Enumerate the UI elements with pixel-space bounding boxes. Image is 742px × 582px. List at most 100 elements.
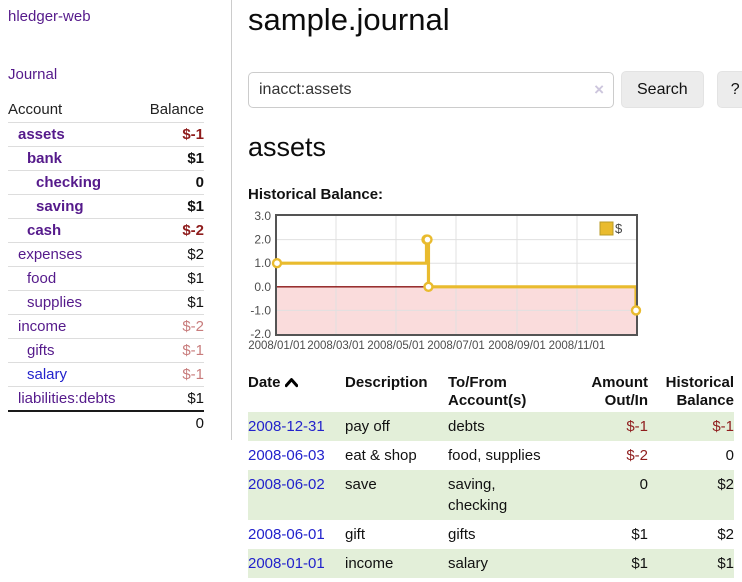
- account-balance: $-2: [182, 221, 204, 239]
- account-link-expenses[interactable]: expenses: [18, 245, 83, 263]
- svg-text:2008/07/01: 2008/07/01: [427, 340, 485, 352]
- transaction-date-link[interactable]: 2008-12-31: [248, 418, 325, 435]
- account-balance: $1: [187, 269, 204, 287]
- historical-balance-chart[interactable]: $3.0 2.0 1.0 0.0 -1.0 -2.0 2008/01/01 2008/03/0…: [248, 209, 648, 359]
- transaction-amount: $1: [631, 526, 648, 543]
- account-balance: $1: [187, 149, 204, 167]
- page-title: sample.journal: [248, 2, 450, 37]
- svg-text:-1.0: -1.0: [250, 303, 271, 317]
- account-link-income[interactable]: income: [18, 317, 67, 335]
- account-balance: $-1: [182, 125, 204, 143]
- accounts-table: Account Balance assets $-1 bank $1 check…: [8, 98, 204, 435]
- transaction-description: income: [345, 555, 394, 572]
- account-row: checking 0: [8, 170, 204, 194]
- amount-header: Amount Out/In: [591, 374, 648, 409]
- transaction-amount: $-2: [626, 447, 648, 464]
- help-button[interactable]: ?: [716, 71, 742, 108]
- account-link-salary[interactable]: salary: [27, 365, 68, 383]
- account-row: cash $-2: [8, 218, 204, 242]
- register-row[interactable]: 2008-06-02 save saving, checking 0 $2: [248, 470, 734, 520]
- transaction-description: save: [345, 476, 377, 493]
- transaction-amount: 0: [639, 476, 648, 493]
- account-balance: $1: [187, 293, 204, 311]
- sort-caret-up-icon: [284, 375, 298, 393]
- transaction-accounts: gifts: [448, 526, 476, 543]
- account-balance: $2: [187, 245, 204, 263]
- transaction-description: gift: [345, 526, 366, 543]
- account-balance: $-1: [182, 341, 204, 359]
- register-row[interactable]: 2008-12-31 pay off debts $-1 $-1: [248, 412, 734, 441]
- search-input[interactable]: [248, 71, 614, 108]
- svg-text:2008/11/01: 2008/11/01: [549, 340, 606, 352]
- account-row: liabilities:debts $1: [8, 386, 204, 411]
- transaction-description: pay off: [345, 418, 390, 435]
- accounts-total-balance: 0: [195, 414, 204, 432]
- transaction-amount: $1: [631, 555, 648, 572]
- account-row: gifts $-1: [8, 338, 204, 362]
- register-table: Date Description To/From Account(s) Amou…: [248, 372, 734, 578]
- svg-text:1.0: 1.0: [254, 256, 271, 270]
- register-header-row: Date Description To/From Account(s) Amou…: [248, 372, 734, 412]
- description-header: Description: [345, 374, 428, 391]
- main-content: sample.journal × Search ? assets Histori…: [232, 0, 742, 578]
- account-row: assets $-1: [8, 122, 204, 146]
- transaction-balance: $2: [717, 526, 734, 543]
- svg-text:2.0: 2.0: [254, 233, 271, 247]
- svg-text:2008/05/01: 2008/05/01: [367, 340, 425, 352]
- register-row[interactable]: 2008-01-01 income salary $1 $1: [248, 549, 734, 578]
- app-title-link[interactable]: hledger-web: [8, 8, 91, 25]
- transaction-balance: $2: [717, 476, 734, 493]
- account-link-assets[interactable]: assets: [18, 125, 65, 143]
- chart-title: Historical Balance:: [248, 186, 384, 203]
- register-row[interactable]: 2008-06-01 gift gifts $1 $2: [248, 520, 734, 549]
- svg-text:3.0: 3.0: [254, 209, 271, 223]
- account-link-cash[interactable]: cash: [27, 221, 62, 239]
- transaction-balance: $1: [717, 555, 734, 572]
- svg-text:2008/03/01: 2008/03/01: [307, 340, 365, 352]
- transaction-date-link[interactable]: 2008-06-03: [248, 447, 325, 464]
- transaction-description: eat & shop: [345, 447, 417, 464]
- search-button[interactable]: Search: [621, 71, 704, 108]
- sidebar-item-journal[interactable]: Journal: [8, 66, 58, 83]
- account-link-saving[interactable]: saving: [36, 197, 84, 215]
- transaction-amount: $-1: [626, 418, 648, 435]
- account-row: income $-2: [8, 314, 204, 338]
- account-link-bank[interactable]: bank: [27, 149, 63, 167]
- account-balance: $1: [187, 389, 204, 407]
- balance-column-header: Balance: [149, 101, 204, 119]
- register-row[interactable]: 2008-06-03 eat & shop food, supplies $-2…: [248, 441, 734, 470]
- transaction-date-link[interactable]: 2008-06-01: [248, 526, 325, 543]
- account-row: saving $1: [8, 194, 204, 218]
- account-column-header: Account: [8, 101, 63, 119]
- transaction-date-link[interactable]: 2008-06-02: [248, 476, 325, 493]
- account-row: supplies $1: [8, 290, 204, 314]
- account-balance: $-1: [182, 365, 204, 383]
- transaction-accounts: saving, checking: [448, 476, 508, 514]
- date-sort-header[interactable]: Date: [248, 372, 345, 412]
- search-bar: × Search ?: [248, 71, 742, 108]
- transaction-date-link[interactable]: 2008-01-01: [248, 555, 325, 572]
- svg-text:0.0: 0.0: [254, 280, 271, 294]
- account-link-checking[interactable]: checking: [36, 173, 102, 191]
- account-link-supplies[interactable]: supplies: [27, 293, 83, 311]
- clear-search-icon[interactable]: ×: [594, 79, 604, 99]
- account-link-gifts[interactable]: gifts: [27, 341, 55, 359]
- account-link-food[interactable]: food: [27, 269, 57, 287]
- account-row: bank $1: [8, 146, 204, 170]
- account-balance: $1: [187, 197, 204, 215]
- svg-text:2008/09/01: 2008/09/01: [488, 340, 546, 352]
- accounts-total-row: 0: [8, 410, 204, 435]
- account-row: food $1: [8, 266, 204, 290]
- account-row: salary $-1: [8, 362, 204, 386]
- accounts-table-header: Account Balance: [8, 98, 204, 122]
- account-balance: $-2: [182, 317, 204, 335]
- accounts-header: To/From Account(s): [448, 374, 527, 409]
- transaction-accounts: salary: [448, 555, 489, 572]
- account-link-liabilities-debts[interactable]: liabilities:debts: [18, 389, 116, 407]
- transaction-accounts: debts: [448, 418, 485, 435]
- transaction-balance: $-1: [712, 418, 734, 435]
- account-balance: 0: [195, 173, 204, 191]
- svg-text:-2.0: -2.0: [250, 327, 271, 341]
- account-row: expenses $2: [8, 242, 204, 266]
